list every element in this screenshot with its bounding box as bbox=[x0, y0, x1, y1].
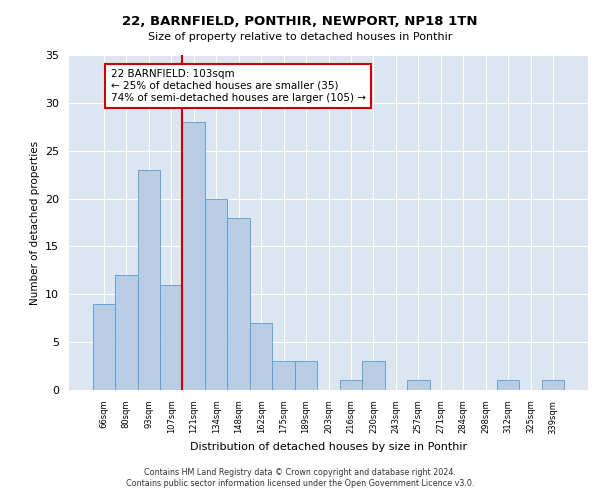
Bar bbox=[407, 380, 430, 390]
Bar bbox=[295, 362, 317, 390]
Bar bbox=[227, 218, 250, 390]
Bar bbox=[92, 304, 115, 390]
Bar bbox=[115, 275, 137, 390]
Text: 22, BARNFIELD, PONTHIR, NEWPORT, NP18 1TN: 22, BARNFIELD, PONTHIR, NEWPORT, NP18 1T… bbox=[122, 15, 478, 28]
Text: 22 BARNFIELD: 103sqm
← 25% of detached houses are smaller (35)
74% of semi-detac: 22 BARNFIELD: 103sqm ← 25% of detached h… bbox=[110, 70, 365, 102]
Bar bbox=[542, 380, 565, 390]
Bar bbox=[250, 323, 272, 390]
Bar bbox=[182, 122, 205, 390]
Bar bbox=[160, 284, 182, 390]
Bar bbox=[137, 170, 160, 390]
Bar bbox=[205, 198, 227, 390]
Text: Contains HM Land Registry data © Crown copyright and database right 2024.
Contai: Contains HM Land Registry data © Crown c… bbox=[126, 468, 474, 487]
Bar bbox=[362, 362, 385, 390]
X-axis label: Distribution of detached houses by size in Ponthir: Distribution of detached houses by size … bbox=[190, 442, 467, 452]
Y-axis label: Number of detached properties: Number of detached properties bbox=[29, 140, 40, 304]
Bar bbox=[340, 380, 362, 390]
Bar bbox=[272, 362, 295, 390]
Bar bbox=[497, 380, 520, 390]
Text: Size of property relative to detached houses in Ponthir: Size of property relative to detached ho… bbox=[148, 32, 452, 42]
